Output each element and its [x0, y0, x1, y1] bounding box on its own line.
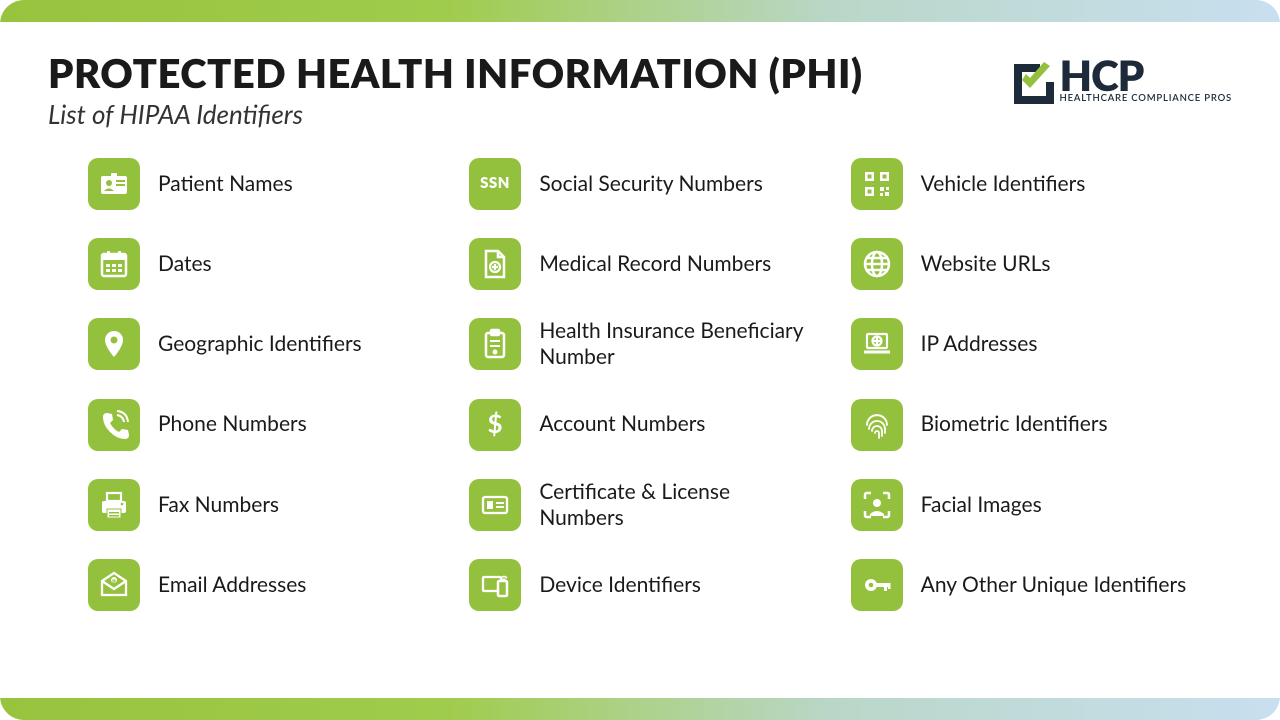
- svg-text:SSN: SSN: [480, 174, 510, 192]
- identifier-label: Fax Numbers: [158, 492, 279, 518]
- identifier-label: Certificate & License Numbers: [539, 479, 810, 532]
- identifier-item: Dates: [88, 238, 429, 290]
- logo-text: HCP: [1060, 57, 1232, 95]
- identifier-item: IP Addresses: [851, 318, 1192, 371]
- qr-icon: [851, 158, 903, 210]
- identifier-label: Vehicle Identifiers: [921, 171, 1086, 197]
- identifier-label: Medical Record Numbers: [539, 251, 771, 277]
- pin-icon: [88, 318, 140, 370]
- page-subtitle: List of HIPAA Identifiers: [48, 98, 1006, 130]
- identifier-item: Vehicle Identifiers: [851, 158, 1192, 210]
- clipboard-icon: [469, 318, 521, 370]
- identifier-item: Facial Images: [851, 479, 1192, 532]
- identifier-label: Social Security Numbers: [539, 171, 762, 197]
- identifier-label: Any Other Unique Identifiers: [921, 572, 1187, 598]
- fingerprint-icon: [851, 399, 903, 451]
- identifier-label: Facial Images: [921, 492, 1042, 518]
- identifier-item: Health Insurance Beneficiary Number: [469, 318, 810, 371]
- identifier-item: Website URLs: [851, 238, 1192, 290]
- identifier-label: Account Numbers: [539, 411, 705, 437]
- gradient-bar-top: [0, 0, 1280, 22]
- identifier-grid: Patient Names SSN Social Security Numbers V…: [48, 158, 1232, 611]
- id-badge-icon: [88, 158, 140, 210]
- logo-subtext: HEALTHCARE COMPLIANCE PROS: [1060, 95, 1232, 104]
- ssn-icon: SSN: [469, 158, 521, 210]
- fax-icon: [88, 479, 140, 531]
- globe-icon: [851, 238, 903, 290]
- phone-icon: [88, 399, 140, 451]
- identifier-item: $ Account Numbers: [469, 399, 810, 451]
- identifier-label: Dates: [158, 251, 212, 277]
- identifier-item: Any Other Unique Identifiers: [851, 559, 1192, 611]
- logo-text-wrap: HCP HEALTHCARE COMPLIANCE PROS: [1060, 57, 1232, 103]
- identifier-label: Biometric Identifiers: [921, 411, 1108, 437]
- identifier-label: Website URLs: [921, 251, 1051, 277]
- content: PROTECTED HEALTH INFORMATION (PHI) List …: [0, 22, 1280, 698]
- email-icon: @: [88, 559, 140, 611]
- identifier-item: Medical Record Numbers: [469, 238, 810, 290]
- identifier-label: Email Addresses: [158, 572, 306, 598]
- identifier-label: Health Insurance Beneficiary Number: [539, 318, 810, 371]
- laptop-globe-icon: [851, 318, 903, 370]
- key-icon: [851, 559, 903, 611]
- identifier-label: Phone Numbers: [158, 411, 307, 437]
- identifier-item: Phone Numbers: [88, 399, 429, 451]
- identifier-item: @ Email Addresses: [88, 559, 429, 611]
- identifier-label: IP Addresses: [921, 331, 1038, 357]
- dollar-icon: $: [469, 399, 521, 451]
- logo: HCP HEALTHCARE COMPLIANCE PROS: [1006, 56, 1232, 104]
- identifier-item: Fax Numbers: [88, 479, 429, 532]
- identifier-label: Device Identifiers: [539, 572, 701, 598]
- calendar-icon: [88, 238, 140, 290]
- header: PROTECTED HEALTH INFORMATION (PHI) List …: [48, 52, 1232, 130]
- page: PROTECTED HEALTH INFORMATION (PHI) List …: [0, 0, 1280, 720]
- identifier-item: Geographic Identifiers: [88, 318, 429, 371]
- identifier-item: Certificate & License Numbers: [469, 479, 810, 532]
- identifier-item: Patient Names: [88, 158, 429, 210]
- title-block: PROTECTED HEALTH INFORMATION (PHI) List …: [48, 52, 1006, 130]
- identifier-label: Patient Names: [158, 171, 293, 197]
- identifier-item: Biometric Identifiers: [851, 399, 1192, 451]
- license-icon: [469, 479, 521, 531]
- svg-text:$: $: [488, 409, 503, 439]
- page-title: PROTECTED HEALTH INFORMATION (PHI): [48, 52, 1006, 94]
- identifier-item: SSN Social Security Numbers: [469, 158, 810, 210]
- face-icon: [851, 479, 903, 531]
- file-medical-icon: [469, 238, 521, 290]
- logo-checkmark-icon: [1006, 56, 1054, 104]
- gradient-bar-bottom: [0, 698, 1280, 720]
- device-icon: [469, 559, 521, 611]
- identifier-item: Device Identifiers: [469, 559, 810, 611]
- identifier-label: Geographic Identifiers: [158, 331, 362, 357]
